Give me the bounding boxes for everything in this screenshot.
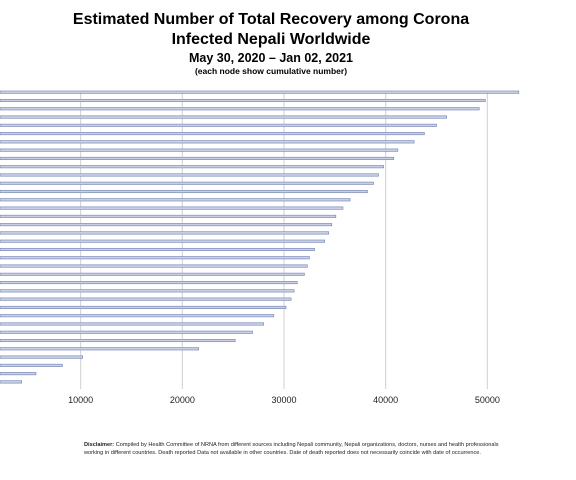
bar (0, 148, 399, 152)
chart-subtitle: May 30, 2020 – Jan 02, 2021 (188, 51, 353, 65)
bar (0, 173, 379, 177)
bar (0, 115, 447, 119)
bar (0, 181, 374, 185)
bar (0, 355, 83, 359)
bar (0, 305, 287, 309)
bar (0, 330, 253, 334)
bar (0, 140, 415, 144)
bar (0, 363, 63, 367)
bar (0, 132, 425, 136)
bar (0, 190, 368, 194)
bar (0, 264, 308, 268)
bar (0, 281, 298, 285)
bar (0, 272, 305, 276)
x-tick-label: 20000 (170, 395, 195, 405)
x-tick-label: 40000 (373, 395, 398, 405)
bar (0, 380, 23, 384)
chart-title-line1: Estimated Number of Total Recovery among… (72, 11, 470, 28)
disclaimer-label: Disclaimer: (84, 442, 115, 448)
bar (0, 339, 236, 343)
bar (0, 98, 486, 102)
bar (0, 223, 333, 227)
bar (0, 372, 37, 376)
bar (0, 297, 292, 301)
bar (0, 107, 480, 111)
bar (0, 314, 275, 318)
bar (0, 198, 351, 202)
x-tick-label: 50000 (475, 395, 500, 405)
bar (0, 165, 384, 169)
chart-title-line2: Infected Nepali Worldwide (171, 31, 371, 48)
disclaimer-text: Compiled by Health Committee of NRNA fro… (84, 442, 499, 457)
bar (0, 322, 264, 326)
bar (0, 239, 325, 243)
bar (0, 289, 295, 293)
bar (0, 231, 330, 235)
bar (0, 156, 395, 160)
chart-note: (each node show cumulative number) (194, 66, 348, 76)
bar (0, 247, 315, 251)
bar (0, 123, 437, 127)
bar (0, 214, 337, 218)
disclaimer: Disclaimer: Compiled by Health Committee… (84, 441, 499, 458)
bar (0, 206, 344, 210)
bar (0, 90, 520, 94)
x-tick-label: 10000 (68, 395, 93, 405)
bar (0, 256, 310, 260)
x-tick-label: 30000 (271, 395, 296, 405)
bar (0, 347, 199, 351)
